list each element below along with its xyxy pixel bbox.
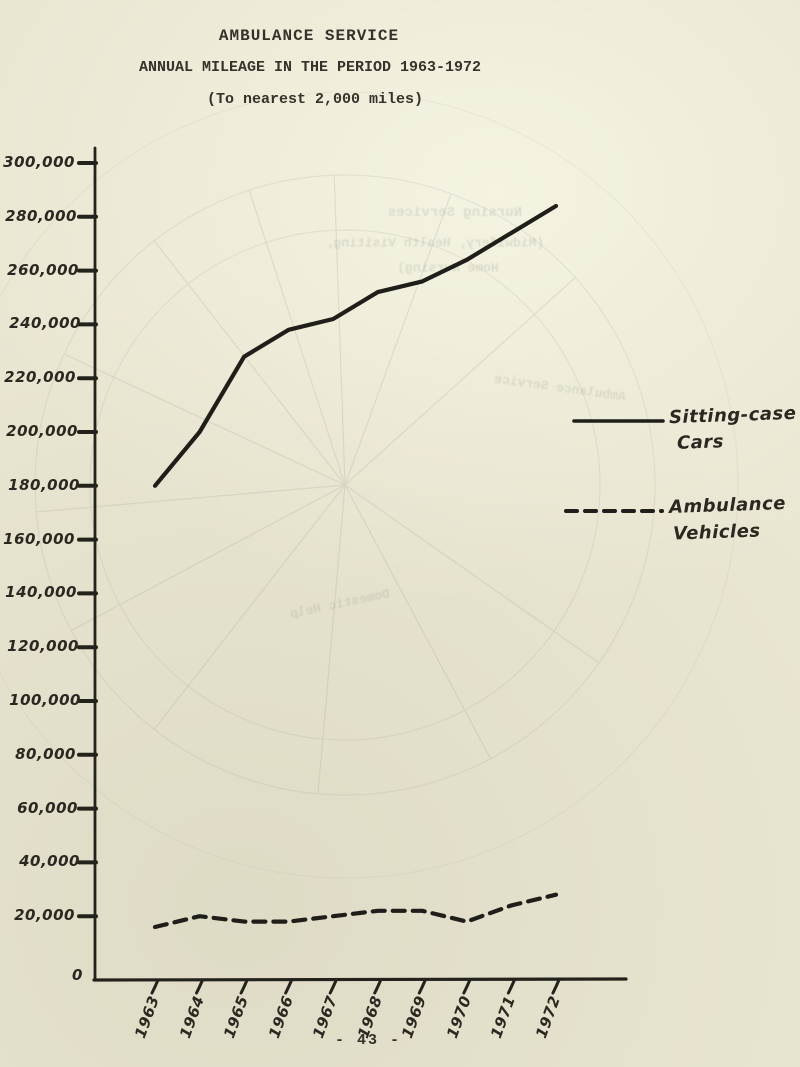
y-tick-label: 300,000 <box>3 153 75 171</box>
x-tick <box>284 978 294 995</box>
legend-label-sitting-case: Sitting-case <box>668 402 797 429</box>
y-tick-label: 260,000 <box>7 260 79 279</box>
legend-label-ambulance: Ambulance <box>668 492 787 519</box>
y-tick-label: 180,000 <box>8 475 80 494</box>
x-tick <box>373 978 383 995</box>
x-tick <box>551 978 561 995</box>
x-tick <box>506 978 516 995</box>
bleed-circle <box>0 91 739 879</box>
chart-note: (To nearest 2,000 miles) <box>206 91 424 108</box>
series-line-solid <box>152 203 559 488</box>
x-tick <box>150 978 160 995</box>
y-zero-label: 0 <box>72 966 83 984</box>
y-tick-label: 40,000 <box>19 852 80 871</box>
y-tick-label: 140,000 <box>5 583 77 602</box>
x-tick <box>195 978 205 995</box>
page-title: AMBULANCE SERVICE <box>218 27 400 45</box>
x-axis-line <box>92 977 628 982</box>
bleed-spoke <box>344 193 452 486</box>
y-tick-label: 220,000 <box>4 368 76 387</box>
bleed-spoke <box>317 484 346 794</box>
legend-label-ambulance-2: Vehicles <box>672 520 761 545</box>
x-tick <box>239 978 249 995</box>
bleed-spoke <box>71 484 346 632</box>
bleed-through-pie <box>0 91 739 879</box>
bleed-spoke <box>344 484 600 664</box>
y-tick-label: 100,000 <box>9 691 81 709</box>
bleed-spoke <box>344 277 576 486</box>
y-tick-label: 280,000 <box>5 206 77 225</box>
bleed-spoke <box>333 175 346 486</box>
bleed-spoke <box>344 484 492 759</box>
bleed-spoke <box>36 484 346 513</box>
y-tick-label: 80,000 <box>15 744 76 763</box>
y-tick-label: 20,000 <box>14 906 75 925</box>
x-tick <box>328 978 338 995</box>
bleed-spoke <box>153 484 346 730</box>
x-tick <box>462 978 472 995</box>
x-tick <box>417 978 427 995</box>
y-tick-label: 160,000 <box>3 529 75 548</box>
bleed-spoke <box>63 353 346 486</box>
bleed-spoke <box>153 240 346 486</box>
y-tick-label: 120,000 <box>7 637 79 656</box>
y-tick-label: 60,000 <box>17 798 78 817</box>
chart-subtitle: ANNUAL MILEAGE IN THE PERIOD 1963-1972 <box>138 59 482 76</box>
y-tick-label: 200,000 <box>6 422 78 440</box>
series-line-dashed <box>152 892 559 930</box>
y-tick-label: 240,000 <box>9 314 81 333</box>
bleed-spoke <box>248 189 346 486</box>
legend-label-sitting-case-2: Cars <box>676 431 725 454</box>
bleed-circle <box>34 174 656 796</box>
page-number: - 43 - <box>334 1032 402 1049</box>
